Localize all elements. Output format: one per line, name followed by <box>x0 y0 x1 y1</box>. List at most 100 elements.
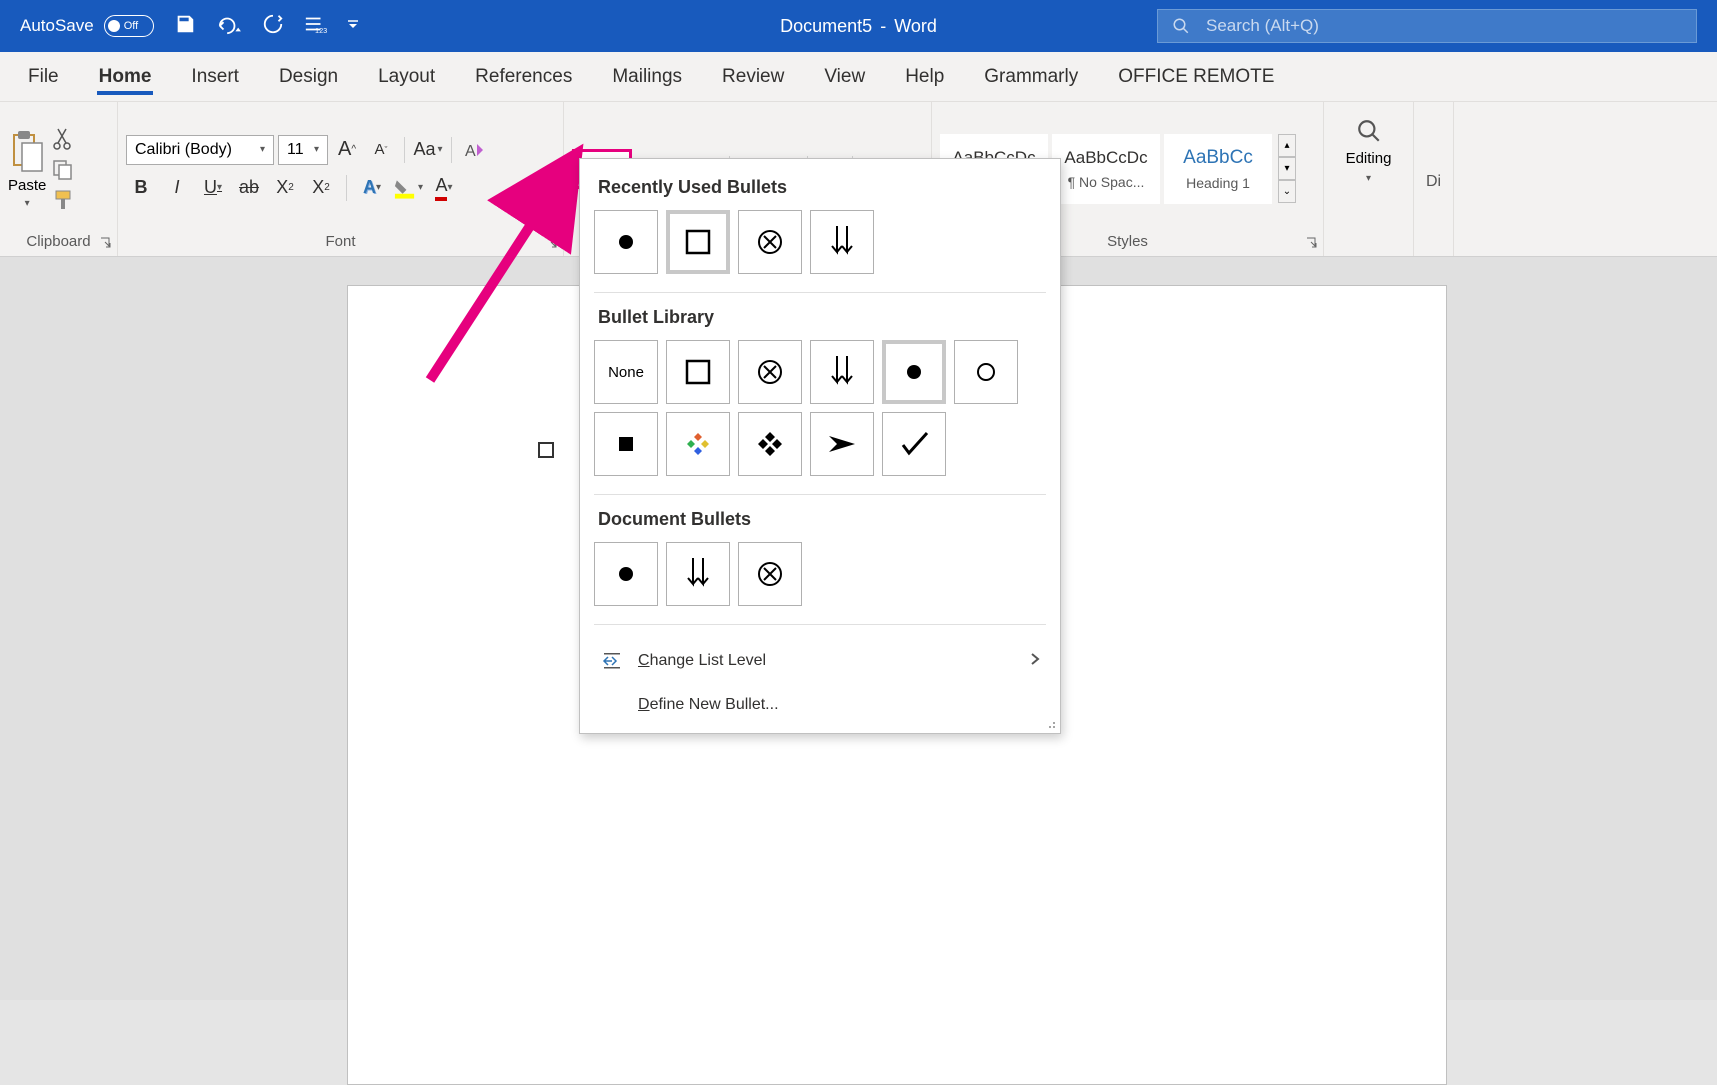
document-bullets-grid <box>594 542 1046 606</box>
text-effects-button[interactable]: A ▾ <box>357 173 387 203</box>
autosave-switch[interactable]: Off <box>104 15 154 37</box>
tab-file[interactable]: File <box>8 52 79 101</box>
bullet-option-circle-x[interactable] <box>738 542 802 606</box>
search-box[interactable]: Search (Alt+Q) <box>1157 9 1697 43</box>
font-name-combo[interactable]: Calibri (Body)▾ <box>126 135 274 165</box>
font-group-label: Font <box>126 229 555 256</box>
chevron-down-icon: ▾ <box>25 198 30 209</box>
gallery-up-icon[interactable]: ▴ <box>1278 134 1296 157</box>
tab-office-remote[interactable]: OFFICE REMOTE <box>1098 52 1294 101</box>
autosave-toggle[interactable]: AutoSave Off <box>20 15 154 37</box>
define-new-bullet-item[interactable]: Define New Bullet... <box>594 683 1046 727</box>
style-heading-1[interactable]: AaBbCcHeading 1 <box>1164 134 1272 204</box>
bullet-option-square-outline[interactable] <box>666 340 730 404</box>
paste-button[interactable]: Paste ▾ <box>8 129 46 209</box>
bullet-option-circle-x[interactable] <box>738 340 802 404</box>
save-icon[interactable] <box>174 13 196 40</box>
undo-icon[interactable] <box>214 13 244 40</box>
find-icon <box>1356 118 1382 144</box>
group-font: Calibri (Body)▾ 11▾ A^ Aˇ Aa▾ A B I U ▾ … <box>118 102 564 256</box>
editing-button[interactable]: Editing ▾ <box>1332 108 1405 194</box>
bullet-option-arrowhead[interactable] <box>810 412 874 476</box>
format-painter-icon[interactable] <box>52 189 74 211</box>
bullet-option-check[interactable] <box>882 412 946 476</box>
font-size-combo[interactable]: 11▾ <box>278 135 328 165</box>
doc-name: Document5 <box>780 16 872 37</box>
bullet-option-none[interactable]: None <box>594 340 658 404</box>
styles-gallery-nav[interactable]: ▴▾⌄ <box>1278 134 1296 204</box>
group-editing: Editing ▾ <box>1324 102 1414 256</box>
recent-bullets-grid <box>594 210 1046 274</box>
bullet-library-grid: None <box>594 340 1046 476</box>
clipboard-dialog-launcher-icon[interactable] <box>99 236 113 250</box>
font-size-value: 11 <box>287 141 304 159</box>
toggle-dot-icon <box>108 20 120 32</box>
underline-button[interactable]: U ▾ <box>198 173 228 203</box>
bullet-option-circle-x[interactable] <box>738 210 802 274</box>
font-name-value: Calibri (Body) <box>135 141 232 159</box>
resize-grip-icon[interactable] <box>1044 717 1056 729</box>
tab-layout[interactable]: Layout <box>358 52 455 101</box>
tab-grammarly[interactable]: Grammarly <box>964 52 1098 101</box>
tab-references[interactable]: References <box>455 52 592 101</box>
tab-review[interactable]: Review <box>702 52 804 101</box>
tab-help[interactable]: Help <box>885 52 964 101</box>
qat-customize-icon[interactable] <box>346 17 360 35</box>
style-no-spacing[interactable]: AaBbCcDc¶ No Spac... <box>1052 134 1160 204</box>
clipboard-group-label: Clipboard <box>8 229 109 256</box>
shrink-font-button[interactable]: Aˇ <box>366 135 396 165</box>
title-sep: - <box>880 16 886 37</box>
bullets-dropdown: Recently Used Bullets Bullet Library Non… <box>579 158 1061 734</box>
bullet-option-disc[interactable] <box>594 210 658 274</box>
cut-icon[interactable] <box>52 127 72 151</box>
italic-button[interactable]: I <box>162 173 192 203</box>
clear-formatting-button[interactable]: A <box>460 135 490 165</box>
tab-mailings[interactable]: Mailings <box>592 52 702 101</box>
strikethrough-button[interactable]: ab <box>234 173 264 203</box>
bullet-library-header: Bullet Library <box>598 307 1046 328</box>
dictate-partial-label: Di <box>1422 108 1445 256</box>
tab-insert[interactable]: Insert <box>171 52 259 101</box>
bullet-option-disc[interactable] <box>882 340 946 404</box>
group-clipboard: Paste ▾ Clipboard <box>0 102 118 256</box>
tab-view[interactable]: View <box>804 52 885 101</box>
highlight-button[interactable]: ▾ <box>393 173 423 203</box>
svg-text:123: 123 <box>315 26 327 35</box>
bullet-option-square-outline[interactable] <box>666 210 730 274</box>
bullet-option-four-diamond[interactable] <box>738 412 802 476</box>
recent-bullets-header: Recently Used Bullets <box>598 177 1046 198</box>
styles-dialog-launcher-icon[interactable] <box>1305 236 1319 250</box>
search-icon <box>1172 17 1190 35</box>
copy-icon[interactable] <box>52 159 74 181</box>
bullet-option-square-fill[interactable] <box>594 412 658 476</box>
app-name: Word <box>894 16 937 37</box>
font-dialog-launcher-icon[interactable] <box>545 236 559 250</box>
bullet-option-four-diamond-color[interactable] <box>666 412 730 476</box>
search-placeholder: Search (Alt+Q) <box>1206 16 1319 36</box>
document-title: Document5 - Word <box>780 16 937 37</box>
grow-font-button[interactable]: A^ <box>332 135 362 165</box>
bullet-option-disc[interactable] <box>594 542 658 606</box>
gallery-more-icon[interactable]: ⌄ <box>1278 180 1296 203</box>
bullet-option-ring[interactable] <box>954 340 1018 404</box>
chevron-right-icon <box>1030 652 1040 671</box>
superscript-button[interactable]: X2 <box>306 173 336 203</box>
autosave-state: Off <box>124 20 138 32</box>
quick-access-toolbar: 123 <box>174 13 360 40</box>
font-color-button[interactable]: A ▾ <box>429 173 459 203</box>
change-list-level-label: Change List Level <box>638 652 766 670</box>
subscript-button[interactable]: X2 <box>270 173 300 203</box>
bold-button[interactable]: B <box>126 173 156 203</box>
bullet-option-double-arrow-down[interactable] <box>810 340 874 404</box>
tab-design[interactable]: Design <box>259 52 358 101</box>
tab-home[interactable]: Home <box>79 52 172 101</box>
gallery-down-icon[interactable]: ▾ <box>1278 157 1296 180</box>
equation-icon[interactable]: 123 <box>302 13 328 40</box>
redo-icon[interactable] <box>262 13 284 40</box>
change-list-level-item[interactable]: Change List Level <box>594 639 1046 683</box>
bullet-option-double-arrow-down[interactable] <box>810 210 874 274</box>
clipboard-icon <box>8 129 46 173</box>
page-bullet-square-icon <box>538 442 554 458</box>
change-case-button[interactable]: Aa▾ <box>413 135 443 165</box>
bullet-option-double-arrow-down[interactable] <box>666 542 730 606</box>
